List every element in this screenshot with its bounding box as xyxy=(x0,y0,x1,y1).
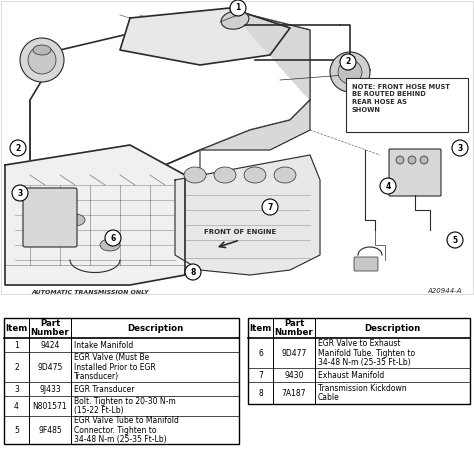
Text: Description: Description xyxy=(127,324,183,332)
Text: Part
Number: Part Number xyxy=(31,319,69,337)
Text: 8: 8 xyxy=(258,389,263,397)
Bar xyxy=(4,318,239,444)
Text: 9D477: 9D477 xyxy=(281,349,307,357)
Circle shape xyxy=(447,232,463,248)
Text: EGR Valve Tube to Manifold
Connector. Tighten to
34-48 N-m (25-35 Ft-Lb): EGR Valve Tube to Manifold Connector. Ti… xyxy=(74,416,179,444)
Text: 9430: 9430 xyxy=(284,371,304,379)
Circle shape xyxy=(28,46,56,74)
Text: 2: 2 xyxy=(346,58,351,66)
Circle shape xyxy=(20,38,64,82)
Polygon shape xyxy=(5,145,185,285)
Polygon shape xyxy=(175,155,320,275)
Text: A20944-A: A20944-A xyxy=(428,288,462,294)
Text: Part
Number: Part Number xyxy=(274,319,313,337)
Text: 3: 3 xyxy=(14,384,19,394)
Bar xyxy=(4,318,239,444)
Ellipse shape xyxy=(244,167,266,183)
Ellipse shape xyxy=(221,11,249,29)
Circle shape xyxy=(185,264,201,280)
Ellipse shape xyxy=(100,239,120,251)
Circle shape xyxy=(380,178,396,194)
Text: Bolt. Tighten to 20-30 N-m
(15-22 Ft-Lb): Bolt. Tighten to 20-30 N-m (15-22 Ft-Lb) xyxy=(74,396,176,415)
Text: 9D475: 9D475 xyxy=(37,362,63,372)
Text: EGR Valve to Exhaust
Manifold Tube. Tighten to
34-48 N-m (25-35 Ft-Lb): EGR Valve to Exhaust Manifold Tube. Tigh… xyxy=(318,339,415,367)
Bar xyxy=(1,1,473,294)
Circle shape xyxy=(338,60,362,84)
Text: 6: 6 xyxy=(258,349,263,357)
Circle shape xyxy=(396,156,404,164)
Text: AUTOMATIC TRANSMISSION ONLY: AUTOMATIC TRANSMISSION ONLY xyxy=(31,290,149,295)
Circle shape xyxy=(10,140,26,156)
Text: 6: 6 xyxy=(110,234,116,242)
FancyBboxPatch shape xyxy=(23,188,77,247)
Text: EGR Transducer: EGR Transducer xyxy=(74,384,135,394)
Ellipse shape xyxy=(30,189,50,201)
Text: 9J433: 9J433 xyxy=(39,384,61,394)
Text: 7A187: 7A187 xyxy=(282,389,306,397)
Text: 3: 3 xyxy=(457,143,463,153)
FancyBboxPatch shape xyxy=(354,257,378,271)
Polygon shape xyxy=(120,8,290,65)
Text: Intake Manifold: Intake Manifold xyxy=(74,341,133,349)
Circle shape xyxy=(420,156,428,164)
Circle shape xyxy=(12,185,28,201)
Polygon shape xyxy=(200,10,310,150)
Ellipse shape xyxy=(65,214,85,226)
Circle shape xyxy=(330,52,370,92)
Text: 1: 1 xyxy=(14,341,19,349)
Text: 2: 2 xyxy=(15,143,21,153)
Text: N801571: N801571 xyxy=(33,402,67,410)
Text: 4: 4 xyxy=(14,402,19,410)
Text: 2: 2 xyxy=(14,362,19,372)
Text: FRONT OF ENGINE: FRONT OF ENGINE xyxy=(204,229,276,235)
Text: 7: 7 xyxy=(267,202,273,212)
Text: 9F485: 9F485 xyxy=(38,426,62,435)
Ellipse shape xyxy=(274,167,296,183)
Bar xyxy=(248,318,470,404)
Text: 1: 1 xyxy=(236,4,241,12)
Text: Item: Item xyxy=(5,324,27,332)
Bar xyxy=(248,318,470,404)
Circle shape xyxy=(105,230,121,246)
FancyBboxPatch shape xyxy=(389,149,441,196)
Text: EGR Valve (Must Be
Installed Prior to EGR
Transducer): EGR Valve (Must Be Installed Prior to EG… xyxy=(74,353,156,381)
Text: 7: 7 xyxy=(258,371,263,379)
Ellipse shape xyxy=(33,45,51,55)
Text: NOTE: FRONT HOSE MUST
BE ROUTED BEHIND
REAR HOSE AS
SHOWN: NOTE: FRONT HOSE MUST BE ROUTED BEHIND R… xyxy=(352,84,450,112)
Ellipse shape xyxy=(214,167,236,183)
Text: Description: Description xyxy=(365,324,420,332)
Circle shape xyxy=(452,140,468,156)
Text: 3: 3 xyxy=(18,189,23,197)
Text: 5: 5 xyxy=(453,236,457,244)
Circle shape xyxy=(340,54,356,70)
Text: 5: 5 xyxy=(14,426,19,435)
Text: 8: 8 xyxy=(191,267,196,277)
Text: Exhaust Manifold: Exhaust Manifold xyxy=(318,371,384,379)
Text: 9424: 9424 xyxy=(40,341,60,349)
Text: Transmission Kickdown
Cable: Transmission Kickdown Cable xyxy=(318,384,407,402)
Circle shape xyxy=(230,0,246,16)
Circle shape xyxy=(408,156,416,164)
FancyBboxPatch shape xyxy=(346,78,468,132)
Text: 4: 4 xyxy=(385,182,391,190)
Circle shape xyxy=(262,199,278,215)
Text: Item: Item xyxy=(249,324,272,332)
Ellipse shape xyxy=(184,167,206,183)
